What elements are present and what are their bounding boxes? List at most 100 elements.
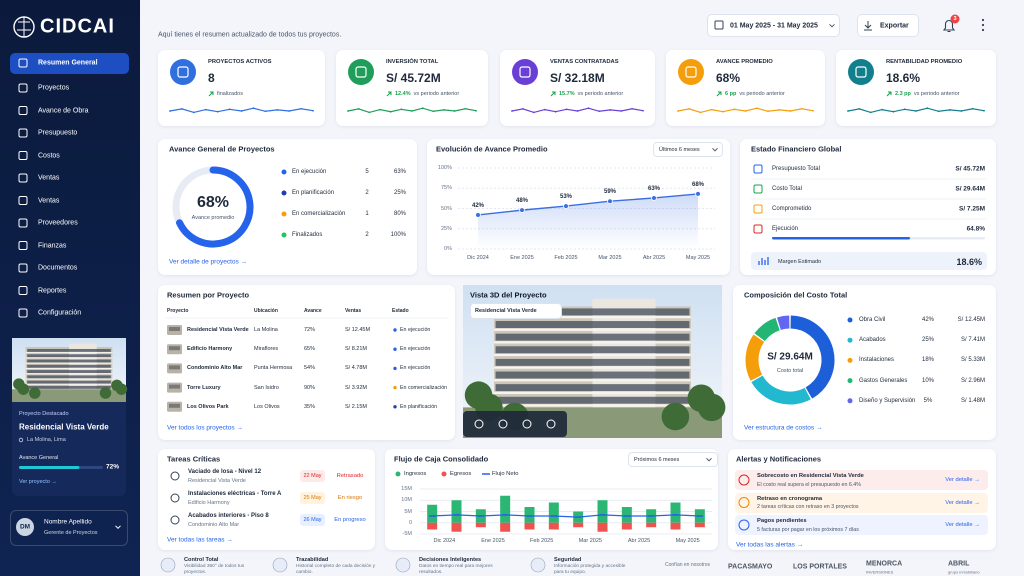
feature-icon [160, 557, 176, 573]
kpi-value: S/ 45.72M [386, 71, 441, 85]
featured-progress-title: Avance General [19, 455, 59, 461]
project-location: La Molina [254, 327, 278, 333]
nav-item[interactable]: Configuración [38, 309, 82, 317]
date-range[interactable]: 01 May 2025 - 31 May 2025 [730, 22, 818, 29]
nav-item[interactable]: Resumen General [38, 59, 98, 67]
finance-label: Costo Total [772, 186, 802, 192]
y-tick-label: 75% [440, 185, 452, 192]
nav-item[interactable]: Reportes [38, 287, 67, 294]
date-pill [300, 470, 325, 482]
filter-dropdown[interactable] [628, 452, 718, 467]
trend-arrow [716, 91, 722, 97]
status-count: 2 [365, 232, 369, 238]
link[interactable]: Ver todas las tareas → [167, 536, 233, 544]
featured-label: Proyecto Destacado [19, 411, 69, 417]
filter-label[interactable]: Próximos 6 meses [634, 456, 680, 463]
x-tick-label: Abr 2025 [627, 538, 651, 544]
x-tick-label: May 2025 [685, 255, 711, 261]
date-picker[interactable] [707, 14, 840, 37]
alert-row [735, 515, 988, 535]
finance-label: Ejecución [772, 226, 799, 232]
menu-dot [981, 28, 985, 32]
card-title: Resumen por Proyecto [167, 290, 250, 300]
kpi-note: 12.4% vs periodo anterior [386, 89, 483, 99]
feature-title: Seguridad [554, 557, 582, 563]
nav-item[interactable]: Documentos [38, 264, 78, 272]
x-tick-label: Feb 2025 [554, 255, 578, 261]
status-share: 25% [393, 190, 406, 196]
x-tick-label: May 2025 [675, 538, 700, 544]
task-date: 22 May [303, 473, 322, 479]
link[interactable]: Ver estructura de costos → [744, 424, 823, 432]
nav-item[interactable]: Presupuesto [38, 129, 78, 137]
project-name: Los Olivos Park [187, 403, 229, 410]
nav-item[interactable]: Ventas [38, 174, 60, 182]
alert-action[interactable]: Ver detalle → [945, 477, 980, 483]
alert-title: Pagos pendientes [757, 518, 807, 524]
export-button[interactable] [857, 14, 919, 37]
margin-box [751, 252, 987, 270]
status-name: En ejecución [292, 169, 327, 175]
legend-label: Acabados [859, 337, 886, 344]
status-count: 1 [365, 211, 369, 217]
export-label[interactable]: Exportar [880, 22, 909, 29]
card-title: Evolución de Avance Promedio [436, 144, 548, 154]
selector-label[interactable]: Residencial Vista Verde [475, 308, 537, 314]
y-tick-label: 10M [401, 497, 412, 504]
kpi-delta: 6 pp [725, 91, 737, 97]
kpi-title: VENTAS CONTRATADAS [550, 59, 619, 65]
cost-amount: S/ 7.41M [960, 337, 985, 344]
project-status: En comercialización [400, 384, 448, 391]
finance-label: Comprometido [772, 206, 812, 212]
task-date: 26 May [303, 517, 322, 523]
legend-label: Egresos [450, 471, 472, 477]
alert-action[interactable]: Ver detalle → [945, 522, 980, 528]
featured-progress-label: 72% [105, 463, 119, 471]
trend-arrow [886, 91, 892, 97]
trend-arrow [550, 91, 556, 97]
trend-arrow [208, 91, 214, 97]
kpi-note: 6 pp vs periodo anterior [716, 89, 820, 99]
alert-detail: 2 tareas críticas con retraso en 3 proye… [757, 504, 859, 510]
project-name: Torre Luxury [187, 384, 221, 391]
tasks-card [158, 449, 375, 550]
link[interactable]: Ver todos los proyectos → [167, 424, 243, 432]
legend-label: Ingresos [404, 471, 427, 477]
link[interactable]: Ver detalle de proyectos → [169, 258, 248, 266]
y-tick-label: 15M [401, 486, 412, 492]
card-title: Composición del Costo Total [744, 290, 848, 300]
filter-dropdown[interactable] [653, 142, 723, 157]
nav-item[interactable]: Avance de Obra [38, 107, 89, 114]
partner-subtitle: grupo inmobiliario [948, 569, 980, 575]
status-name: Finalizados [292, 232, 323, 238]
kpi-value: 8 [208, 71, 215, 85]
link[interactable]: Ver todas las alertas → [736, 541, 804, 549]
alert-detail: 5 facturas por pagar en los próximos 7 d… [757, 526, 859, 533]
date-pill [300, 514, 325, 526]
nav-item[interactable]: Proyectos [38, 84, 70, 92]
legend-label: Instalaciones [859, 357, 895, 364]
nav-item[interactable]: Proveedores [38, 219, 78, 227]
nav-item[interactable]: Finanzas [38, 242, 67, 249]
nav-item[interactable]: Ventas [38, 197, 60, 204]
feature-icon [530, 557, 546, 573]
date-pill [300, 492, 325, 504]
alert-action[interactable]: Ver detalle → [945, 499, 980, 506]
cost-card [733, 285, 996, 440]
finance-value: S/ 45.72M [955, 165, 985, 173]
user-name: Nombre Apellido [44, 518, 92, 526]
nav-item[interactable]: Costos [38, 152, 60, 159]
cost-amount: S/ 1.48M [960, 397, 985, 404]
data-label: 53% [559, 194, 573, 201]
status-count: 2 [365, 190, 369, 196]
status-share: 100% [390, 232, 406, 238]
task-status: Retrasado [336, 473, 364, 479]
project-progress: 35% [304, 403, 316, 410]
kpi-title: PROYECTOS ACTIVOS [208, 59, 272, 65]
feature-text: Visibilidad 360° de todos tus proyectos. [184, 564, 245, 575]
filter-label[interactable]: Últimos 6 meses [659, 146, 700, 153]
data-label: 68% [691, 181, 705, 188]
data-label: 25% [921, 337, 935, 344]
link[interactable]: Ver proyecto → [19, 479, 57, 485]
x-tick-label: Feb 2025 [530, 538, 554, 544]
